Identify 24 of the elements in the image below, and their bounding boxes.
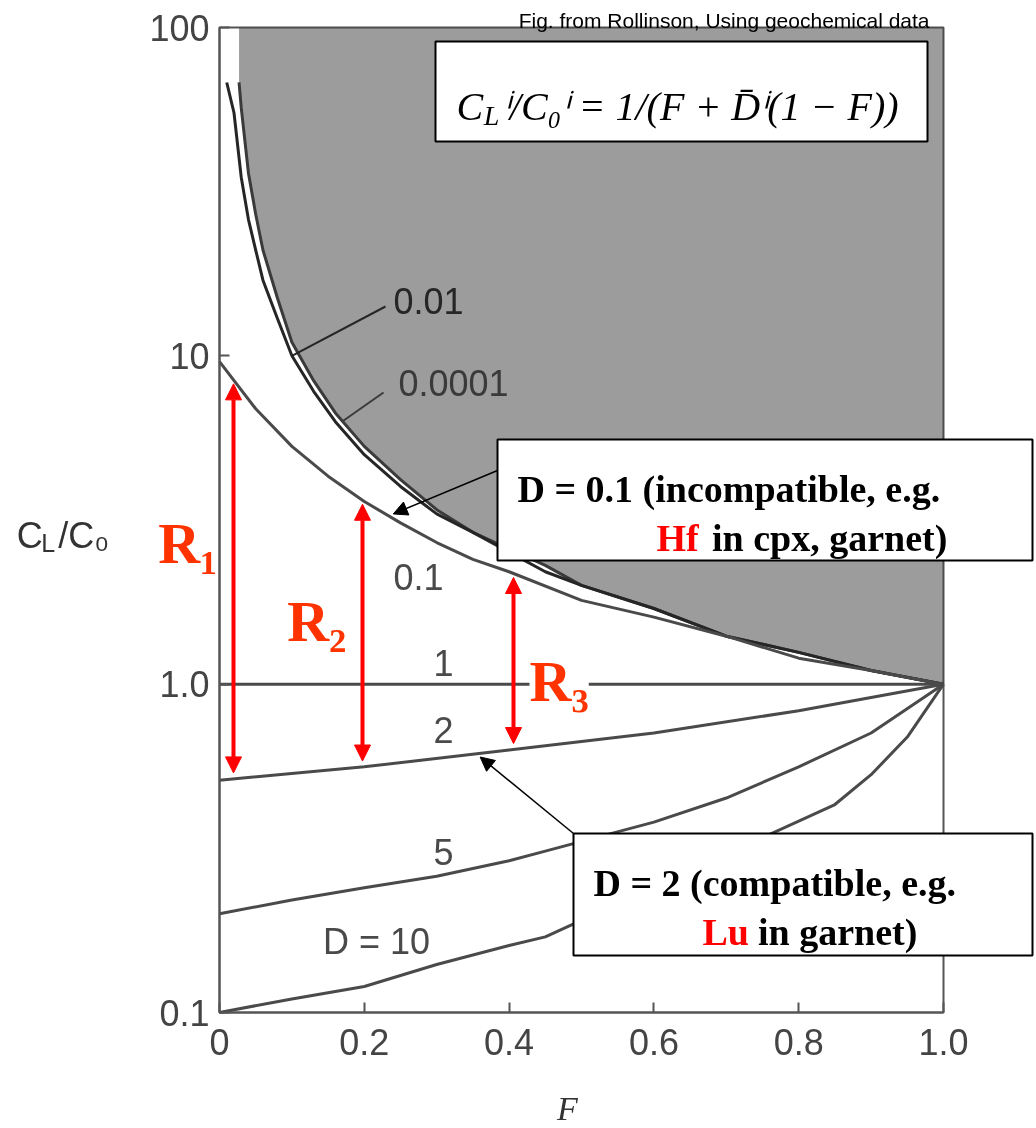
annotation: D = 2 (compatible, e.g. Lu in garnet) xyxy=(593,861,957,954)
x-axis-title: F xyxy=(555,1090,579,1127)
series-label: 2 xyxy=(433,709,454,751)
x-tick-label: 0.2 xyxy=(339,1021,390,1063)
x-tick-label: 0 xyxy=(209,1021,230,1063)
annotation: Fig. from Rollinson, Using geochemical data xyxy=(518,9,930,32)
x-tick-label: 0.6 xyxy=(628,1021,679,1063)
text: 0.01 xyxy=(393,280,464,322)
annotation: R₂ xyxy=(287,589,347,654)
annotation: R₃ xyxy=(529,649,589,714)
series-label: 0.0001 xyxy=(398,362,509,404)
series-label: D = 10 xyxy=(322,921,431,962)
series-label: 1 xyxy=(433,642,454,684)
y-tick-label: 100 xyxy=(149,7,210,49)
text: R₁ xyxy=(158,511,218,576)
x-tick-label: 1.0 xyxy=(918,1021,969,1063)
x-tick-label: 0.8 xyxy=(773,1021,824,1063)
x-tick-label: 0.4 xyxy=(484,1021,535,1063)
series-label: 0.1 xyxy=(393,556,444,598)
y-tick-label: 0.1 xyxy=(159,992,210,1034)
y-tick-label: 1.0 xyxy=(159,664,210,706)
series-label: 5 xyxy=(433,831,454,873)
annotation: D = 0.1 (incompatible, e.g. Hf in cpx, garnet) xyxy=(517,467,948,560)
y-tick-label: 10 xyxy=(169,335,210,377)
